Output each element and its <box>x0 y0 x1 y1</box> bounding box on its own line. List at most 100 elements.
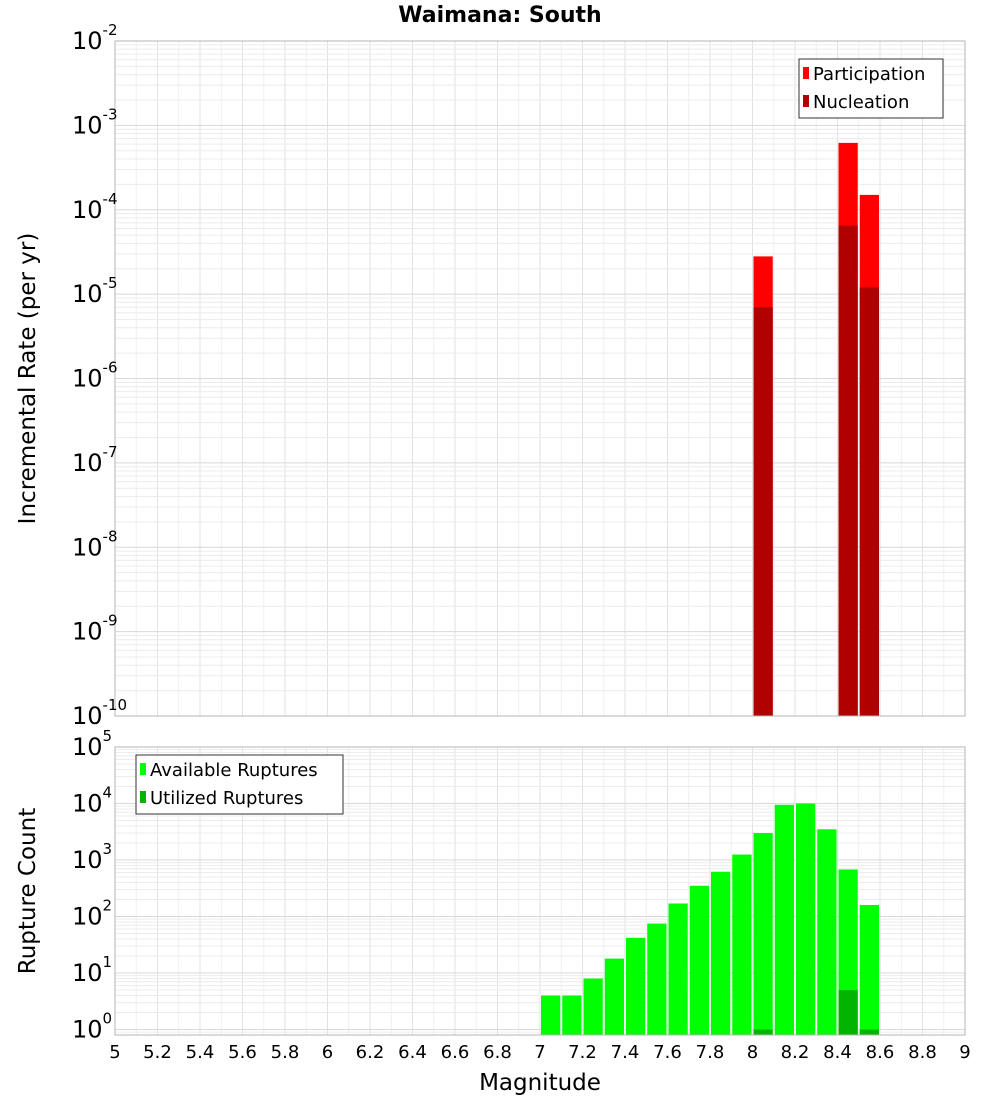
y-tick-exponent: -4 <box>103 190 118 208</box>
y-tick-base: 10 <box>72 111 103 139</box>
y-tick-base: 10 <box>72 702 103 730</box>
x-tick-label: 6.2 <box>356 1042 385 1063</box>
y-tick-label: 102 <box>72 897 112 931</box>
x-tick-label: 8 <box>747 1042 758 1063</box>
legend-label: Utilized Ruptures <box>150 788 303 809</box>
legend-box <box>135 754 344 815</box>
y-tick-base: 10 <box>72 196 103 224</box>
x-tick-label: 8.6 <box>866 1042 895 1063</box>
x-tick-label: 6 <box>322 1042 333 1063</box>
bar-available-ruptures-8.55 <box>859 904 879 1035</box>
bar-utilized-ruptures-8.55 <box>859 1029 879 1035</box>
y-tick-label: 10-4 <box>72 190 118 224</box>
y-tick-base: 10 <box>72 449 103 477</box>
y-tick-exponent: -7 <box>103 443 118 461</box>
y-tick-base: 10 <box>72 280 103 308</box>
legend-box <box>798 58 944 119</box>
bar-available-ruptures-7.15 <box>562 995 582 1035</box>
bar-utilized-ruptures-8.45 <box>838 990 858 1035</box>
bar-nucleation-8.05 <box>753 307 773 716</box>
legend-label: Participation <box>813 64 925 85</box>
y-tick-label: 10-9 <box>72 612 118 646</box>
bottom-plot-frame <box>114 746 966 1036</box>
y-tick-exponent: -3 <box>103 105 118 123</box>
bottom-legend: Available Ruptures Utilized Ruptures <box>135 754 344 815</box>
x-tick-label: 5.8 <box>271 1042 300 1063</box>
top-legend: Participation Nucleation <box>798 58 944 119</box>
y-tick-base: 10 <box>72 733 103 761</box>
y-tick-exponent: 5 <box>103 727 113 745</box>
x-tick-label: 7.8 <box>696 1042 725 1063</box>
y-tick-label: 10-10 <box>72 696 127 730</box>
bar-available-ruptures-7.75 <box>689 885 709 1035</box>
x-tick-label: 6.4 <box>398 1042 427 1063</box>
y-tick-exponent: -10 <box>103 696 128 714</box>
x-tick-label: 5.6 <box>228 1042 257 1063</box>
y-tick-exponent: -6 <box>103 359 118 377</box>
y-tick-exponent: -8 <box>103 527 118 545</box>
y-tick-exponent: 2 <box>103 897 113 915</box>
x-ticks: 5 5.2 5.4 5.6 5.8 6 6.2 6.4 6.6 6.8 7 7.2 7.4 7.6 7.8 8… <box>109 1042 970 1063</box>
top-bars <box>753 142 879 716</box>
y-tick-exponent: 4 <box>103 784 113 802</box>
y-tick-exponent: 0 <box>103 1010 113 1028</box>
bar-available-ruptures-7.65 <box>668 903 688 1035</box>
chart-title: Waimana: South <box>398 3 601 28</box>
y-tick-exponent: 3 <box>103 840 113 858</box>
legend-swatch <box>803 67 809 79</box>
y-tick-label: 10-3 <box>72 105 118 139</box>
bottom-bars <box>541 803 879 1035</box>
x-tick-label: 8.2 <box>781 1042 810 1063</box>
bar-available-ruptures-8.25 <box>796 803 816 1035</box>
x-tick-label: 9 <box>959 1042 970 1063</box>
legend-swatch <box>140 791 146 803</box>
y-tick-label: 10-7 <box>72 443 118 477</box>
bar-available-ruptures-7.55 <box>647 923 667 1035</box>
y-tick-base: 10 <box>72 27 103 55</box>
bar-utilized-ruptures-8.05 <box>753 1029 773 1035</box>
bar-available-ruptures-8.05 <box>753 833 773 1035</box>
bar-available-ruptures-7.05 <box>541 995 561 1035</box>
x-tick-label: 8.8 <box>908 1042 937 1063</box>
x-tick-label: 7.4 <box>611 1042 640 1063</box>
x-tick-label: 5.4 <box>186 1042 215 1063</box>
bar-available-ruptures-7.35 <box>604 958 624 1035</box>
y-tick-base: 10 <box>72 846 103 874</box>
y-tick-exponent: -5 <box>103 274 118 292</box>
x-tick-label: 5 <box>109 1042 120 1063</box>
y-tick-exponent: -2 <box>103 21 118 39</box>
bar-available-ruptures-8.15 <box>774 804 794 1035</box>
y-tick-exponent: -9 <box>103 612 118 630</box>
top-y-axis-label: Incremental Rate (per yr) <box>15 233 41 525</box>
y-tick-base: 10 <box>72 618 103 646</box>
y-tick-base: 10 <box>72 533 103 561</box>
x-tick-label: 6.8 <box>483 1042 512 1063</box>
bottom-y-axis-label: Rupture Count <box>15 808 41 974</box>
y-tick-base: 10 <box>72 1016 103 1044</box>
bar-available-ruptures-7.95 <box>732 854 752 1035</box>
bar-available-ruptures-7.85 <box>711 871 731 1035</box>
legend-swatch <box>140 763 146 775</box>
y-tick-base: 10 <box>72 790 103 818</box>
y-tick-label: 10-8 <box>72 527 118 561</box>
bar-available-ruptures-8.35 <box>817 829 837 1035</box>
y-tick-label: 100 <box>72 1010 112 1044</box>
y-tick-label: 105 <box>72 727 112 761</box>
legend-swatch <box>803 95 809 107</box>
bar-available-ruptures-7.25 <box>583 978 603 1035</box>
y-tick-exponent: 1 <box>103 953 113 971</box>
bar-nucleation-8.55 <box>859 287 879 716</box>
bar-available-ruptures-7.45 <box>626 937 646 1035</box>
x-axis-label: Magnitude <box>479 1070 601 1096</box>
y-tick-label: 104 <box>72 784 112 818</box>
x-tick-label: 7.6 <box>653 1042 682 1063</box>
legend-label: Nucleation <box>813 92 909 113</box>
top-plot-frame <box>114 40 966 717</box>
y-tick-base: 10 <box>72 959 103 987</box>
y-tick-label: 103 <box>72 840 112 874</box>
